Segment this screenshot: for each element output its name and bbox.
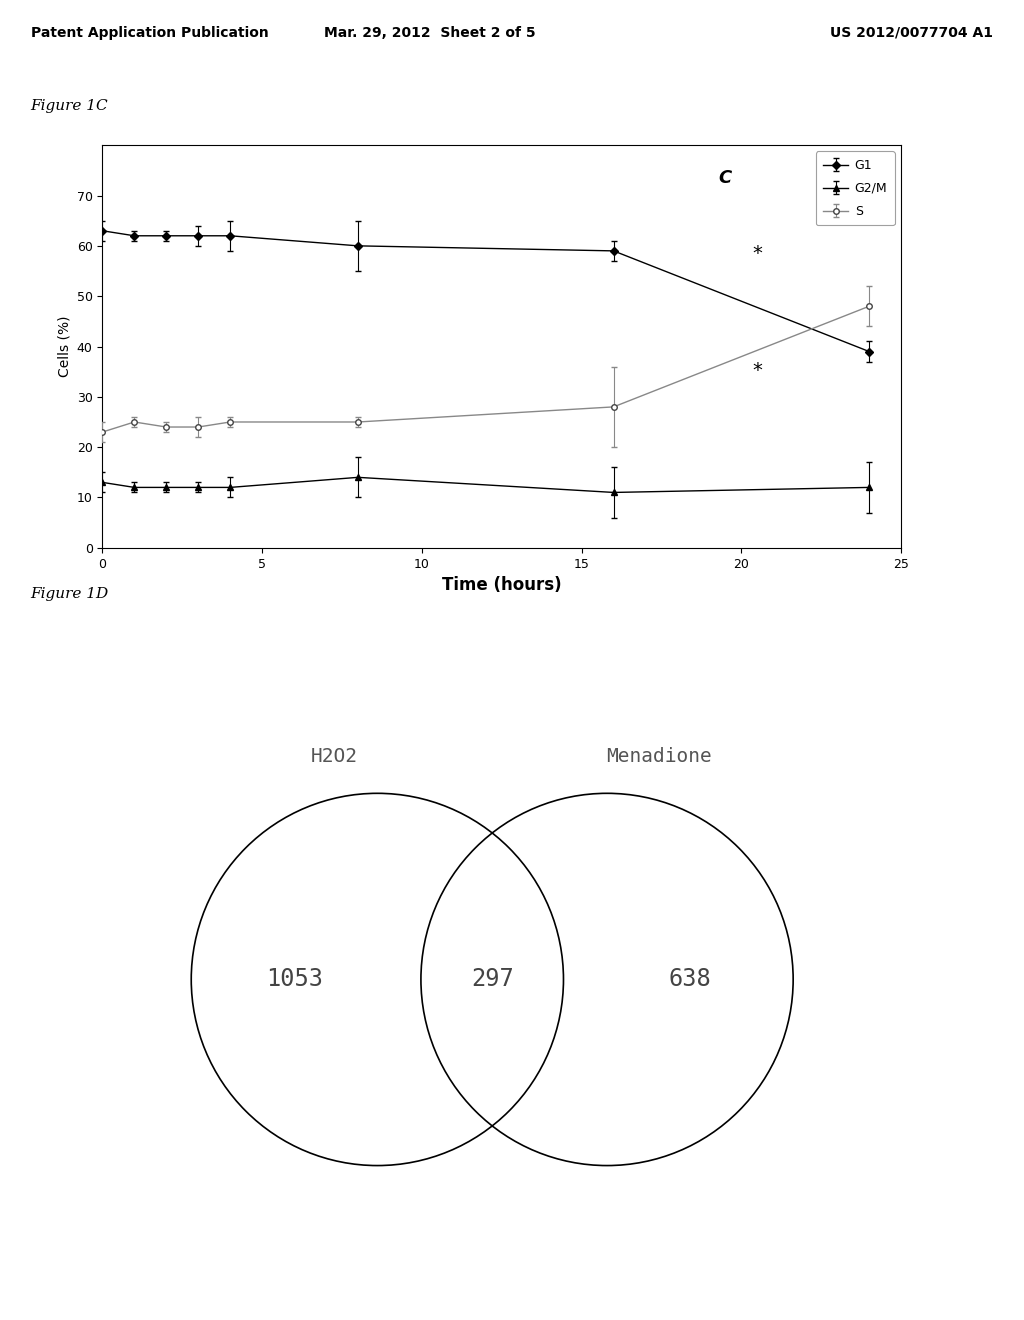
Text: Menadione: Menadione bbox=[605, 747, 712, 766]
Text: Figure 1D: Figure 1D bbox=[31, 587, 109, 601]
Text: 1053: 1053 bbox=[265, 968, 323, 991]
Text: H2O2: H2O2 bbox=[310, 747, 357, 766]
Text: *: * bbox=[753, 362, 762, 380]
Y-axis label: Cells (%): Cells (%) bbox=[57, 315, 71, 378]
Text: 638: 638 bbox=[669, 968, 712, 991]
Text: Patent Application Publication: Patent Application Publication bbox=[31, 26, 268, 40]
X-axis label: Time (hours): Time (hours) bbox=[442, 576, 561, 594]
Text: US 2012/0077704 A1: US 2012/0077704 A1 bbox=[830, 26, 993, 40]
Text: C: C bbox=[719, 169, 732, 187]
Text: Mar. 29, 2012  Sheet 2 of 5: Mar. 29, 2012 Sheet 2 of 5 bbox=[325, 26, 536, 40]
Text: *: * bbox=[753, 244, 762, 264]
Legend: G1, G2/M, S: G1, G2/M, S bbox=[816, 152, 895, 226]
Text: 297: 297 bbox=[471, 968, 514, 991]
Text: Figure 1C: Figure 1C bbox=[31, 99, 109, 112]
